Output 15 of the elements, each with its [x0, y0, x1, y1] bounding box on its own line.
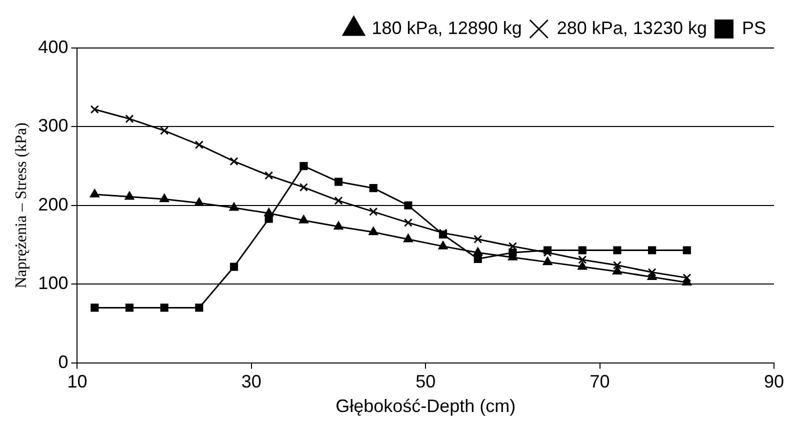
- x-tick-label: 90: [764, 372, 784, 392]
- y-tick-label: 0: [58, 352, 68, 372]
- y-tick-label: 400: [38, 36, 68, 57]
- x-tick-label: 70: [590, 372, 610, 392]
- x-tick-label: 10: [67, 372, 88, 392]
- x-axis-title: Głębokość-Depth (cm): [336, 396, 516, 416]
- legend-label: 280 kPa, 13230 kg: [556, 18, 707, 38]
- legend-label: 180 kPa, 12890 kg: [372, 18, 522, 38]
- y-axis-title: Naprężenia – Stress (kPa): [12, 122, 30, 288]
- y-tick-label: 300: [38, 116, 68, 136]
- x-tick-label: 30: [241, 372, 262, 392]
- y-tick-label: 100: [38, 273, 68, 294]
- x-tick-label: 50: [416, 372, 436, 392]
- y-tick-label: 200: [38, 194, 68, 214]
- legend-label: PS: [742, 18, 766, 38]
